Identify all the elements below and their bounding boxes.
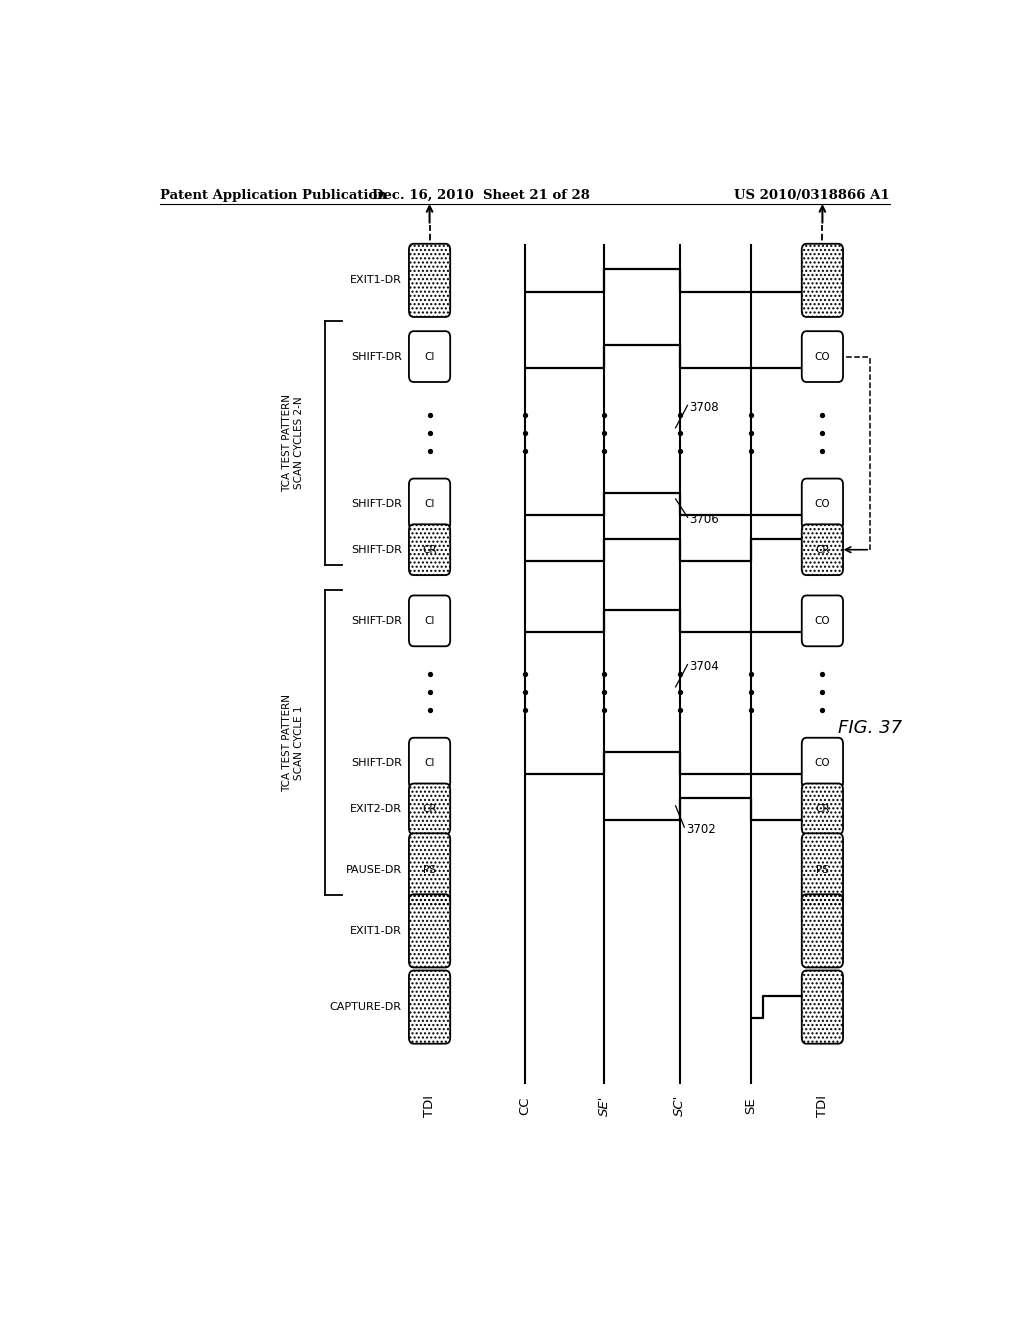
FancyBboxPatch shape <box>802 894 843 968</box>
Text: SHIFT-DR: SHIFT-DR <box>351 499 401 510</box>
Text: EXIT2-DR: EXIT2-DR <box>350 804 401 814</box>
Text: CR: CR <box>815 804 829 814</box>
Text: PS: PS <box>816 865 828 875</box>
FancyBboxPatch shape <box>802 479 843 529</box>
Text: CO: CO <box>814 758 830 768</box>
Text: SHIFT-DR: SHIFT-DR <box>351 758 401 768</box>
FancyBboxPatch shape <box>802 738 843 788</box>
Text: FIG. 37: FIG. 37 <box>839 718 902 737</box>
Text: CC: CC <box>518 1097 531 1115</box>
Text: Patent Application Publication: Patent Application Publication <box>160 189 386 202</box>
FancyBboxPatch shape <box>409 524 451 576</box>
Text: 3704: 3704 <box>689 660 719 673</box>
Text: TDI: TDI <box>423 1094 436 1117</box>
Text: TCA TEST PATTERN
SCAN CYCLE 1: TCA TEST PATTERN SCAN CYCLE 1 <box>282 694 304 792</box>
Text: CO: CO <box>814 351 830 362</box>
Text: TDI: TDI <box>816 1094 828 1117</box>
Text: CI: CI <box>424 616 435 626</box>
Text: Dec. 16, 2010  Sheet 21 of 28: Dec. 16, 2010 Sheet 21 of 28 <box>372 189 590 202</box>
FancyBboxPatch shape <box>802 970 843 1044</box>
FancyBboxPatch shape <box>802 595 843 647</box>
Text: CR: CR <box>422 545 437 554</box>
Text: 3706: 3706 <box>689 512 719 525</box>
FancyBboxPatch shape <box>409 894 451 968</box>
Text: SHIFT-DR: SHIFT-DR <box>351 545 401 554</box>
FancyBboxPatch shape <box>409 833 451 907</box>
Text: CI: CI <box>424 758 435 768</box>
Text: SHIFT-DR: SHIFT-DR <box>351 616 401 626</box>
Text: EXIT1-DR: EXIT1-DR <box>350 925 401 936</box>
FancyBboxPatch shape <box>409 244 451 317</box>
Text: CO: CO <box>814 616 830 626</box>
FancyBboxPatch shape <box>802 833 843 907</box>
Text: CR: CR <box>815 545 829 554</box>
Text: CO: CO <box>814 499 830 510</box>
Text: SE: SE <box>744 1097 758 1114</box>
Text: CR: CR <box>422 804 437 814</box>
FancyBboxPatch shape <box>409 738 451 788</box>
Text: PS: PS <box>423 865 436 875</box>
Text: EXIT1-DR: EXIT1-DR <box>350 276 401 285</box>
Text: 3702: 3702 <box>686 822 716 836</box>
FancyBboxPatch shape <box>802 784 843 834</box>
Text: TCA TEST PATTERN
SCAN CYCLES 2-N: TCA TEST PATTERN SCAN CYCLES 2-N <box>282 393 304 492</box>
Text: PAUSE-DR: PAUSE-DR <box>346 865 401 875</box>
FancyBboxPatch shape <box>802 524 843 576</box>
FancyBboxPatch shape <box>409 784 451 834</box>
FancyBboxPatch shape <box>409 970 451 1044</box>
FancyBboxPatch shape <box>409 595 451 647</box>
FancyBboxPatch shape <box>409 331 451 381</box>
Text: CAPTURE-DR: CAPTURE-DR <box>330 1002 401 1012</box>
Text: CI: CI <box>424 351 435 362</box>
Text: US 2010/0318866 A1: US 2010/0318866 A1 <box>734 189 890 202</box>
FancyBboxPatch shape <box>802 331 843 381</box>
Text: CI: CI <box>424 499 435 510</box>
FancyBboxPatch shape <box>802 244 843 317</box>
Text: SHIFT-DR: SHIFT-DR <box>351 351 401 362</box>
Text: 3708: 3708 <box>689 401 719 414</box>
Text: SC': SC' <box>673 1096 686 1117</box>
Text: SE': SE' <box>598 1096 610 1115</box>
FancyBboxPatch shape <box>409 479 451 529</box>
